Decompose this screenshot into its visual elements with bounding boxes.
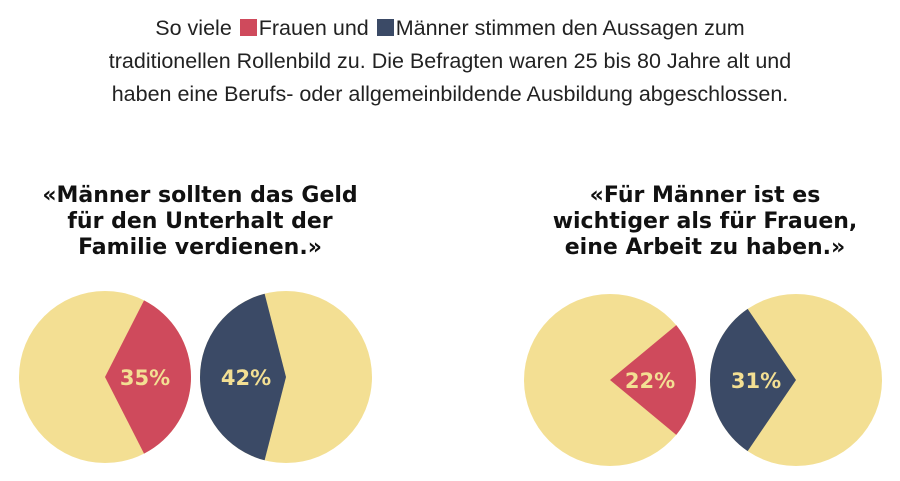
- pie-4-men-slice: [710, 308, 796, 452]
- question-line: wichtiger als für Frauen,: [552, 209, 858, 234]
- men-legend-label: Männer: [395, 16, 469, 40]
- question-line: für den Unterhalt der: [67, 209, 333, 234]
- question-line: eine Arbeit zu haben.»: [564, 235, 846, 260]
- question-1-title: «Männer sollten das Geld für den Unterha…: [20, 183, 380, 261]
- question-line: Familie verdienen.»: [78, 235, 322, 260]
- pie-3-value-label: 22%: [625, 369, 675, 393]
- pie-1-value-label: 35%: [120, 366, 170, 390]
- intro-text: So viele Frauen und Männer stimmen den A…: [0, 12, 900, 111]
- intro-text-part: stimmen den Aussagen zum: [474, 16, 745, 40]
- question-line: «Männer sollten das Geld: [42, 183, 358, 208]
- question-2-title: «Für Männer ist es wichtiger als für Fra…: [520, 183, 890, 261]
- pie-1-women-slice: [105, 300, 191, 454]
- pie-4-value-label: 31%: [731, 369, 781, 393]
- pie-2-value-label: 42%: [221, 366, 271, 390]
- intro-line-2: traditionellen Rollenbild zu. Die Befrag…: [108, 49, 792, 73]
- pie-2-men-slice: [200, 293, 286, 461]
- women-legend-label: Frauen: [258, 16, 327, 40]
- intro-text-part: und: [332, 16, 369, 40]
- question-line: «Für Männer ist es: [589, 183, 821, 208]
- women-legend-swatch: [239, 19, 257, 36]
- intro-line-3: haben eine Berufs- oder allgemeinbildend…: [111, 82, 789, 106]
- pie-3-women-slice: [610, 325, 696, 435]
- men-legend-swatch: [376, 19, 394, 36]
- intro-text-part: So viele: [155, 16, 232, 40]
